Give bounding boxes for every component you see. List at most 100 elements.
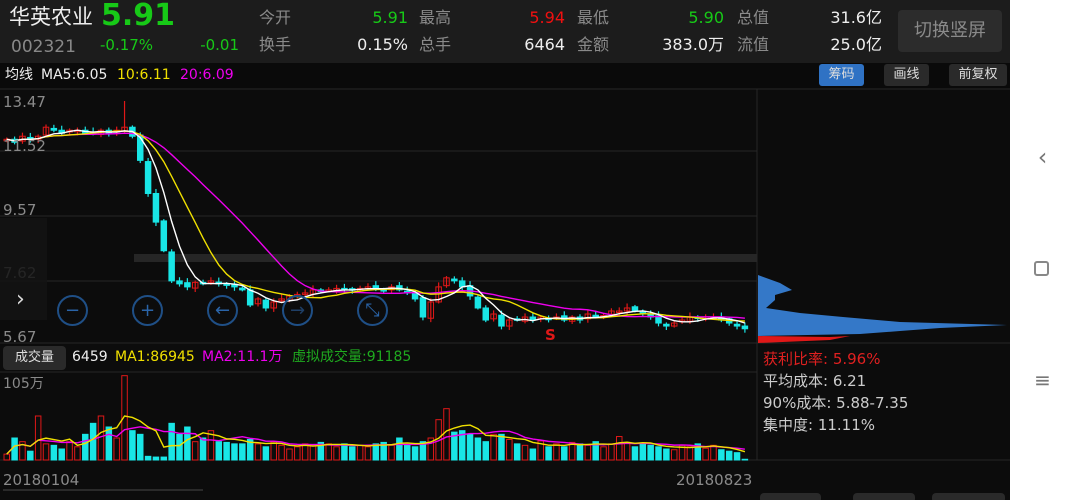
candle-body	[608, 310, 615, 315]
volume-bar	[3, 453, 10, 461]
candle-body	[592, 314, 599, 318]
switch-portrait-button[interactable]: 切换竖屏	[898, 10, 1002, 52]
arrow-right-icon[interactable]: →	[282, 295, 313, 326]
zoom-in-icon[interactable]: +	[132, 295, 163, 326]
candle-body	[349, 288, 356, 291]
chips-button[interactable]: 筹码	[819, 64, 864, 86]
volume-bar	[718, 449, 725, 461]
ma20-line	[6, 132, 745, 319]
volume-bar	[372, 443, 380, 461]
volume-bar	[309, 444, 317, 461]
volume-bar	[380, 441, 387, 461]
arrow-left-icon[interactable]: ←	[207, 295, 238, 326]
volume-bar	[670, 449, 678, 461]
volume-bar	[207, 430, 215, 461]
candle-body	[561, 315, 568, 321]
candle-body	[380, 289, 387, 292]
candle-body	[239, 287, 246, 291]
volume-ma2-line	[6, 426, 745, 455]
candle-body	[58, 129, 65, 134]
candle-body	[129, 126, 136, 137]
candle-body	[144, 161, 152, 194]
volume-ma2: MA2:11.1万	[202, 349, 283, 365]
candle-body	[584, 313, 592, 320]
volume-bar	[349, 446, 356, 461]
volume-bar	[419, 441, 427, 461]
volume-bar	[168, 422, 175, 461]
volume-bar	[199, 437, 207, 461]
stock-code: 002321	[11, 37, 76, 57]
menu-icon[interactable]: ≡	[1034, 368, 1051, 392]
home-icon[interactable]	[1034, 261, 1049, 276]
volume-bar	[451, 431, 458, 461]
stat-label: 流值	[737, 35, 770, 54]
candle-body	[443, 277, 450, 287]
change-amount: -0.01	[200, 36, 239, 54]
bottom-button[interactable]	[853, 493, 915, 500]
volume-current: 6459	[72, 349, 108, 365]
volume-bar	[82, 433, 89, 461]
stat-label: 总手	[419, 35, 452, 54]
app-screen: 华英农业 5.91 002321 -0.17% -0.01 今开 5.91 最高 5.…	[0, 0, 1010, 500]
candle-body	[741, 325, 749, 330]
volume-bar	[631, 446, 639, 461]
volume-ma1-line	[6, 415, 746, 455]
volume-bar	[529, 448, 537, 461]
volume-bar	[482, 441, 490, 461]
candle-body	[474, 296, 482, 309]
candle-body	[34, 135, 42, 140]
candle-body	[97, 129, 105, 135]
volume-bar	[278, 444, 285, 461]
candle-body	[568, 316, 576, 322]
current-price: 5.91	[101, 0, 176, 33]
volume-bar	[11, 437, 18, 461]
candle-body	[388, 286, 395, 291]
candle-body	[317, 289, 325, 292]
volume-indicator-button[interactable]: 成交量	[3, 346, 66, 370]
volume-bar	[231, 443, 238, 461]
volume-ma1: MA1:86945	[115, 349, 195, 365]
bottom-button[interactable]	[760, 493, 821, 500]
stat-label: 总值	[737, 8, 770, 27]
back-icon[interactable]: ‹	[1037, 143, 1048, 171]
stat-label: 换手	[259, 35, 292, 54]
candle-body	[301, 292, 309, 295]
candle-body	[513, 318, 521, 321]
candle-body	[702, 316, 709, 320]
scroll-bar[interactable]	[3, 489, 203, 491]
candle-body	[3, 138, 10, 142]
candle-body	[19, 135, 26, 142]
volume-bar	[702, 447, 709, 461]
volume-bar	[191, 441, 199, 461]
forward-adjust-button[interactable]: 前复权	[949, 64, 1007, 86]
draw-line-button[interactable]: 画线	[884, 64, 929, 86]
candle-body	[451, 278, 458, 282]
volume-bar	[66, 441, 73, 461]
candle-body	[136, 134, 144, 161]
bottom-button[interactable]	[932, 493, 1005, 500]
candle-body	[223, 283, 230, 286]
volume-bar	[639, 443, 647, 461]
candle-body	[490, 313, 497, 320]
candle-body	[215, 281, 223, 285]
candle-body	[364, 286, 372, 289]
ma-title: 均线	[5, 67, 33, 83]
stat-value: 5.90	[688, 8, 724, 27]
zoom-out-icon[interactable]: −	[57, 295, 88, 326]
price-tick: 11.52	[3, 137, 46, 155]
candle-body	[160, 220, 168, 252]
candle-body	[254, 298, 262, 305]
collapse-icon[interactable]: ⤡	[357, 295, 388, 326]
volume-bar	[561, 446, 568, 461]
candle-body	[372, 285, 380, 289]
candle-body	[74, 129, 81, 133]
candle-body	[718, 316, 725, 321]
stat-value: 31.6亿	[830, 8, 882, 27]
candle-body	[678, 319, 686, 323]
candle-body	[42, 126, 50, 136]
candle-body	[246, 289, 254, 306]
candle-body	[341, 287, 348, 291]
price-tick: 13.47	[3, 93, 46, 111]
volume-bar	[58, 448, 65, 461]
expand-panel-button[interactable]: ›	[0, 218, 47, 320]
